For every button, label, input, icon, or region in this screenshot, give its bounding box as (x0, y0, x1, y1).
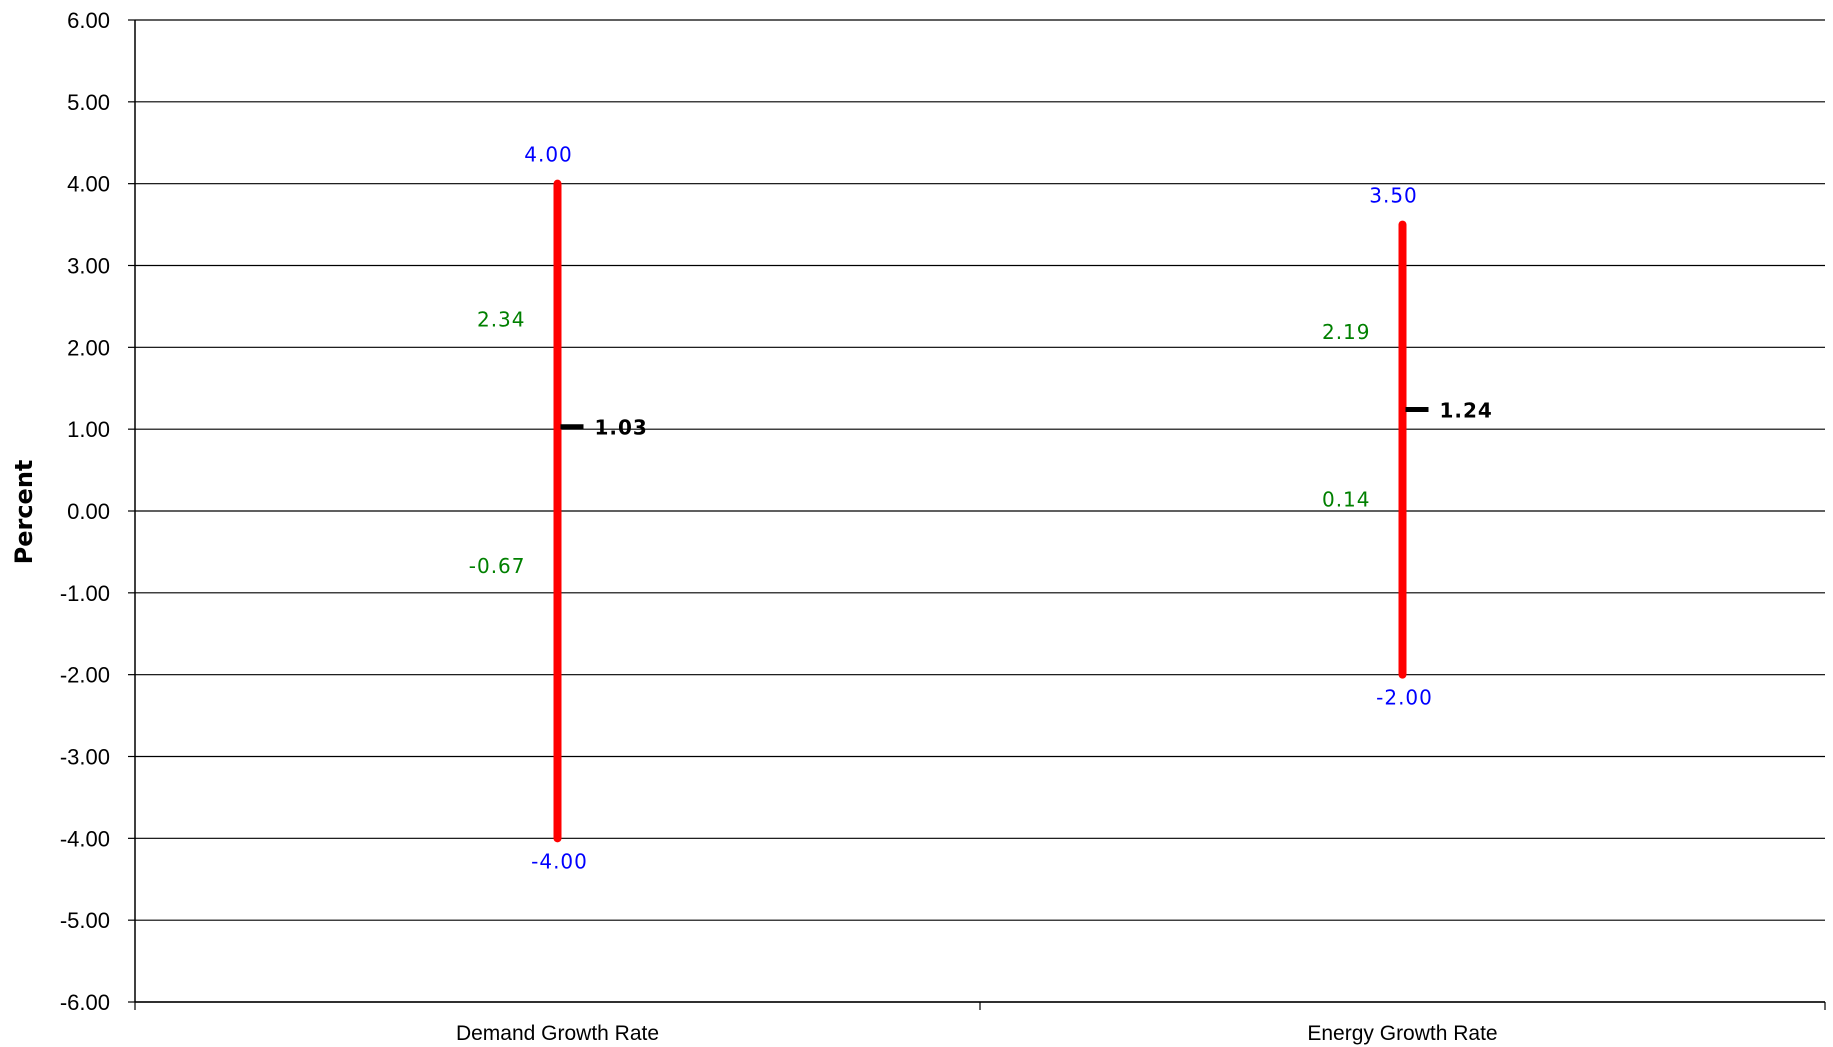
y-tick-label: 5.00 (67, 90, 110, 115)
y-tick-label: -3.00 (60, 745, 110, 770)
lower-inner-label: 0.14 (1322, 488, 1371, 512)
mean-label: 1.03 (595, 416, 648, 440)
y-tick-label: 0.00 (67, 499, 110, 524)
upper-inner-label: 2.19 (1322, 320, 1371, 344)
category-labels: Demand Growth Rate Energy Growth Rate (456, 1022, 1498, 1045)
y-tick-label: 3.00 (67, 254, 110, 279)
mean-label: 1.24 (1440, 399, 1493, 423)
category-label: Energy Growth Rate (1307, 1022, 1497, 1045)
axes (128, 19, 1826, 1010)
y-tick-label: -2.00 (60, 663, 110, 688)
max-label: 4.00 (524, 143, 573, 167)
y-axis-title: Percent (10, 460, 38, 565)
y-tick-label: -5.00 (60, 908, 110, 933)
max-label: 3.50 (1369, 184, 1418, 208)
y-tick-labels: 6.00 5.00 4.00 3.00 2.00 1.00 0.00 -1.00 -2.00 -3… (60, 8, 110, 1015)
data-labels: 4.00 -4.00 2.34 -0.67 1.03 3.50 -2.00 2.19 0.14 1… (469, 143, 1493, 874)
y-tick-label: -6.00 (60, 990, 110, 1015)
y-tick-label: 1.00 (67, 417, 110, 442)
range-bars (553, 179, 1429, 843)
min-label: -4.00 (531, 849, 588, 873)
min-label: -2.00 (1376, 686, 1433, 710)
upper-inner-label: 2.34 (477, 308, 526, 332)
y-tick-label: -1.00 (60, 581, 110, 606)
y-tick-label: 4.00 (67, 172, 110, 197)
y-tick-label: -4.00 (60, 826, 110, 851)
gridlines (135, 19, 1825, 1003)
lower-inner-label: -0.67 (469, 554, 526, 578)
y-tick-label: 6.00 (67, 8, 110, 33)
category-label: Demand Growth Rate (456, 1022, 659, 1045)
y-tick-label: 2.00 (67, 335, 110, 360)
